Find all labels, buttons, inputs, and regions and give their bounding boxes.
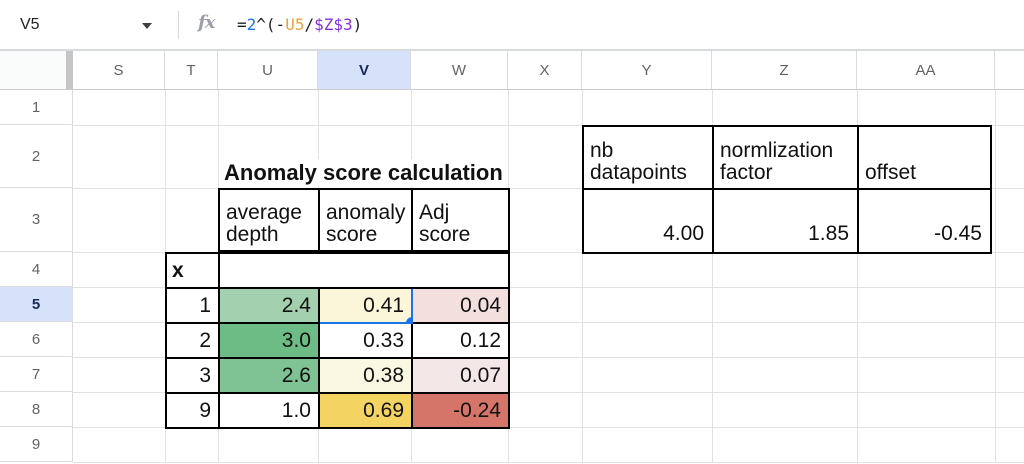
cell-U5[interactable]: 2.4 <box>218 287 320 324</box>
table-row: nb datapoints normlization factor offset <box>582 125 992 190</box>
fx-icon: fx <box>198 12 216 33</box>
cell-AA2-offset[interactable]: offset <box>857 125 992 190</box>
cell-W3-adj-score[interactable]: Adj score <box>411 188 510 252</box>
row-header-3[interactable]: 3 <box>0 188 73 252</box>
table-row: x <box>165 252 510 289</box>
cell-T6[interactable]: 2 <box>165 322 220 359</box>
name-box[interactable]: V5 <box>0 0 178 49</box>
cell-U3-average-depth[interactable]: average depth <box>218 188 320 252</box>
column-header-z[interactable]: Z <box>712 51 857 89</box>
cell-AA3-offset-value[interactable]: -0.45 <box>857 188 992 254</box>
column-header-u[interactable]: U <box>218 51 318 89</box>
formula-token: / <box>304 15 315 34</box>
row-header-7[interactable]: 7 <box>0 357 73 392</box>
table-row: 1 2.4 0.41 0.04 <box>165 287 510 324</box>
anomaly-table-data: x 1 2.4 0.41 0.04 2 3.0 0.33 0.12 3 2.6 … <box>165 252 510 429</box>
formula-token: 2 <box>246 15 257 34</box>
row-header-5-selected[interactable]: 5 <box>0 287 73 322</box>
cell-W6[interactable]: 0.12 <box>411 322 510 359</box>
row-header-4[interactable]: 4 <box>0 252 73 287</box>
table-row: 2 3.0 0.33 0.12 <box>165 322 510 359</box>
row-header-1[interactable]: 1 <box>0 90 73 125</box>
cell-W5[interactable]: 0.04 <box>411 287 510 324</box>
gridline-v <box>857 90 858 462</box>
formula-token: $Z$3 <box>314 15 353 34</box>
fill-handle[interactable] <box>406 317 410 321</box>
cell-V7[interactable]: 0.38 <box>318 357 413 394</box>
gridline-v <box>995 90 996 462</box>
cell-U6[interactable]: 3.0 <box>218 322 320 359</box>
gridline-h <box>73 357 1024 358</box>
column-header-v-selected[interactable]: V <box>318 51 411 89</box>
cell-V3-anomaly-score[interactable]: anomaly score <box>318 188 413 252</box>
column-header-partial[interactable] <box>995 51 1024 89</box>
table-row: 4.00 1.85 -0.45 <box>582 188 992 254</box>
gridline-h <box>73 427 1024 428</box>
formula-token: U5 <box>285 15 305 34</box>
cell-Z2-normlization-factor[interactable]: normlization factor <box>712 125 859 190</box>
gridline-v <box>712 90 713 462</box>
cell-U7[interactable]: 2.6 <box>218 357 320 394</box>
anomaly-table-header-row: average depth anomaly score Adj score <box>218 188 510 252</box>
cell-V8[interactable]: 0.69 <box>318 392 413 429</box>
gridline-h <box>73 125 1024 126</box>
name-box-caret-icon[interactable] <box>142 23 152 29</box>
anomaly-table-title[interactable]: Anomaly score calculation <box>224 159 507 186</box>
name-box-value: V5 <box>20 15 40 33</box>
cell-T5[interactable]: 1 <box>165 287 220 324</box>
formula-bar-divider <box>178 11 179 39</box>
column-header-s[interactable]: S <box>73 51 165 89</box>
gridline-h <box>73 188 1024 189</box>
gridline-h <box>73 287 1024 288</box>
column-header-aa[interactable]: AA <box>857 51 995 89</box>
formula-bar: V5 fx = 2 ^(- U5/$Z$3) <box>0 0 1024 50</box>
column-header-x[interactable]: X <box>508 51 582 89</box>
cell-V5-value: 0.41 <box>363 293 404 317</box>
cell-T4-x-label[interactable]: x <box>165 252 220 289</box>
cell-V6[interactable]: 0.33 <box>318 322 413 359</box>
cell-V5-selected[interactable]: 0.41 <box>318 287 413 324</box>
table-row: 3 2.6 0.38 0.07 <box>165 357 510 394</box>
formula-token: - <box>275 15 286 34</box>
formula-token: = <box>237 15 247 34</box>
column-header-w[interactable]: W <box>411 51 508 89</box>
params-table: nb datapoints normlization factor offset… <box>582 125 992 254</box>
row-header-8[interactable]: 8 <box>0 392 73 427</box>
corner-box-strip <box>66 51 75 89</box>
gridline-h <box>73 392 1024 393</box>
cell-Y2-nb-datapoints[interactable]: nb datapoints <box>582 125 714 190</box>
cell-Y3-nb-datapoints-value[interactable]: 4.00 <box>582 188 714 254</box>
row-header-2[interactable]: 2 <box>0 125 73 188</box>
row-header-6[interactable]: 6 <box>0 322 73 357</box>
gridline-h <box>73 462 1024 463</box>
corner-box[interactable] <box>0 51 66 89</box>
row-header-9[interactable]: 9 <box>0 427 73 462</box>
cell-Z3-normlization-factor-value[interactable]: 1.85 <box>712 188 859 254</box>
formula-input[interactable]: = 2 ^(- U5/$Z$3) <box>237 0 362 49</box>
formula-token: ) <box>352 15 363 34</box>
cell-W8[interactable]: -0.24 <box>411 392 510 429</box>
gridline-h <box>73 322 1024 323</box>
cell-T7[interactable]: 3 <box>165 357 220 394</box>
cell-U8[interactable]: 1.0 <box>218 392 320 429</box>
table-row: 9 1.0 0.69 -0.24 <box>165 392 510 429</box>
cell-T8[interactable]: 9 <box>165 392 220 429</box>
column-header-t[interactable]: T <box>165 51 218 89</box>
formula-token: ^( <box>256 15 276 34</box>
column-header-y[interactable]: Y <box>582 51 712 89</box>
gridline-h <box>73 252 1024 253</box>
cell-W7[interactable]: 0.07 <box>411 357 510 394</box>
gridline-v <box>582 90 583 462</box>
cell-U4-W4-empty[interactable] <box>218 252 510 289</box>
